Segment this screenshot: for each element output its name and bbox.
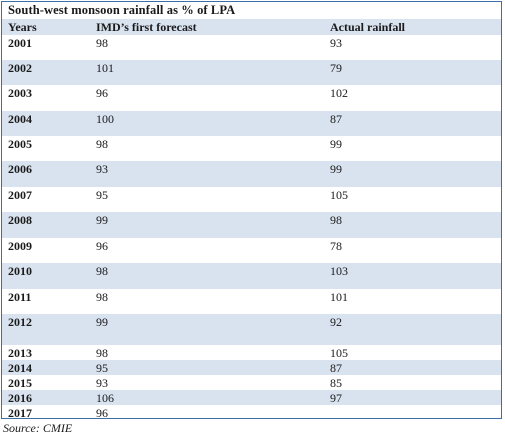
table-row: 2008 99 98 [2,212,501,238]
year-cell: 2002 [8,61,32,75]
table-title-bar: South-west monsoon rainfall as % of LPA [2,2,501,20]
forecast-cell: 98 [96,137,108,151]
year-cell: 2004 [8,112,32,126]
source-note: Source: CMIE [3,421,73,435]
year-cell: 2006 [8,162,32,176]
table-row: 2004 100 87 [2,111,501,136]
actual-cell: 97 [330,391,342,405]
forecast-cell: 106 [96,391,114,405]
table-row: 2007 95 105 [2,187,501,212]
table-frame: South-west monsoon rainfall as % of LPA … [1,1,502,420]
forecast-cell: 96 [96,86,108,100]
table-row: 2003 96 102 [2,85,501,111]
table-row: 2005 98 99 [2,136,501,161]
forecast-cell: 95 [96,188,108,202]
actual-cell: 99 [330,162,342,176]
year-cell: 2011 [8,290,32,304]
year-cell: 2017 [8,406,32,420]
actual-cell: 87 [330,361,342,375]
year-cell: 2010 [8,264,32,278]
actual-cell: 99 [330,137,342,151]
actual-cell: 105 [330,188,348,202]
year-cell: 2015 [8,376,32,390]
table-row: 2002 101 79 [2,60,501,85]
forecast-cell: 98 [96,346,108,360]
actual-cell: 103 [330,264,348,278]
forecast-cell: 95 [96,361,108,375]
actual-cell: 98 [330,213,342,227]
header-years: Years [8,20,37,34]
year-cell: 2016 [8,391,32,405]
year-cell: 2007 [8,188,32,202]
forecast-cell: 96 [96,406,108,420]
forecast-cell: 98 [96,36,108,50]
year-cell: 2012 [8,315,32,329]
year-cell: 2003 [8,86,32,100]
actual-cell: 87 [330,112,342,126]
forecast-cell: 98 [96,264,108,278]
table-row: 2015 93 85 [2,375,501,390]
table-row: 2014 95 87 [2,360,501,375]
table-row: 2017 96 [2,405,501,420]
year-cell: 2013 [8,346,32,360]
actual-cell: 85 [330,376,342,390]
forecast-cell: 98 [96,290,108,304]
actual-cell: 92 [330,315,342,329]
actual-cell: 79 [330,61,342,75]
header-forecast: IMD’s first forecast [96,20,197,34]
forecast-cell: 99 [96,213,108,227]
header-actual: Actual rainfall [330,20,405,34]
table-row: 2011 98 101 [2,289,501,314]
forecast-cell: 93 [96,376,108,390]
year-cell: 2014 [8,361,32,375]
actual-cell: 102 [330,86,348,100]
year-cell: 2001 [8,36,32,50]
table-row: 2009 96 78 [2,238,501,263]
actual-cell: 105 [330,346,348,360]
year-cell: 2009 [8,239,32,253]
year-cell: 2005 [8,137,32,151]
table-row: 2016 106 97 [2,390,501,405]
table-header-row: Years IMD’s first forecast Actual rainfa… [2,19,501,35]
table-row: 2013 98 105 [2,345,501,360]
table-row: 2006 93 99 [2,161,501,187]
table-row: 2001 98 93 [2,35,501,60]
table-title: South-west monsoon rainfall as % of LPA [8,3,236,17]
forecast-cell: 93 [96,162,108,176]
forecast-cell: 99 [96,315,108,329]
actual-cell: 93 [330,36,342,50]
table-row: 2010 98 103 [2,263,501,289]
forecast-cell: 100 [96,112,114,126]
forecast-cell: 96 [96,239,108,253]
actual-cell: 78 [330,239,342,253]
table-row: 2012 99 92 [2,314,501,345]
year-cell: 2008 [8,213,32,227]
actual-cell: 101 [330,290,348,304]
forecast-cell: 101 [96,61,114,75]
